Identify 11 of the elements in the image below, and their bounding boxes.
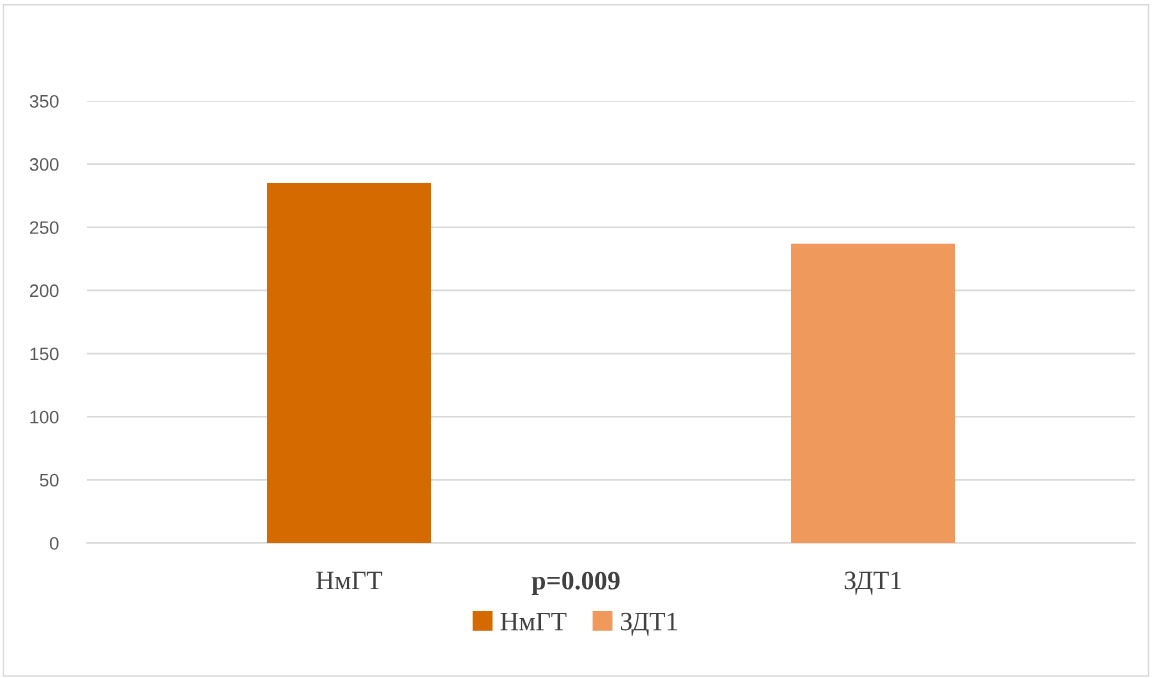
text: p=0.009 [531, 571, 620, 595]
y-tick-label: 250 [30, 221, 59, 235]
y-tick-label: 50 [39, 473, 59, 487]
y-tick-label: 300 [29, 158, 59, 171]
y-tick-label: 200 [30, 284, 59, 298]
y-tick-label: 350 [29, 94, 59, 108]
legend-label: ЗДТ1 [620, 612, 678, 636]
legend-label: НмГТ [500, 612, 567, 631]
y-tick-label: 100 [30, 410, 59, 424]
y-tick-label: 0 [49, 536, 59, 550]
y-tick-label: 150 [30, 347, 59, 361]
